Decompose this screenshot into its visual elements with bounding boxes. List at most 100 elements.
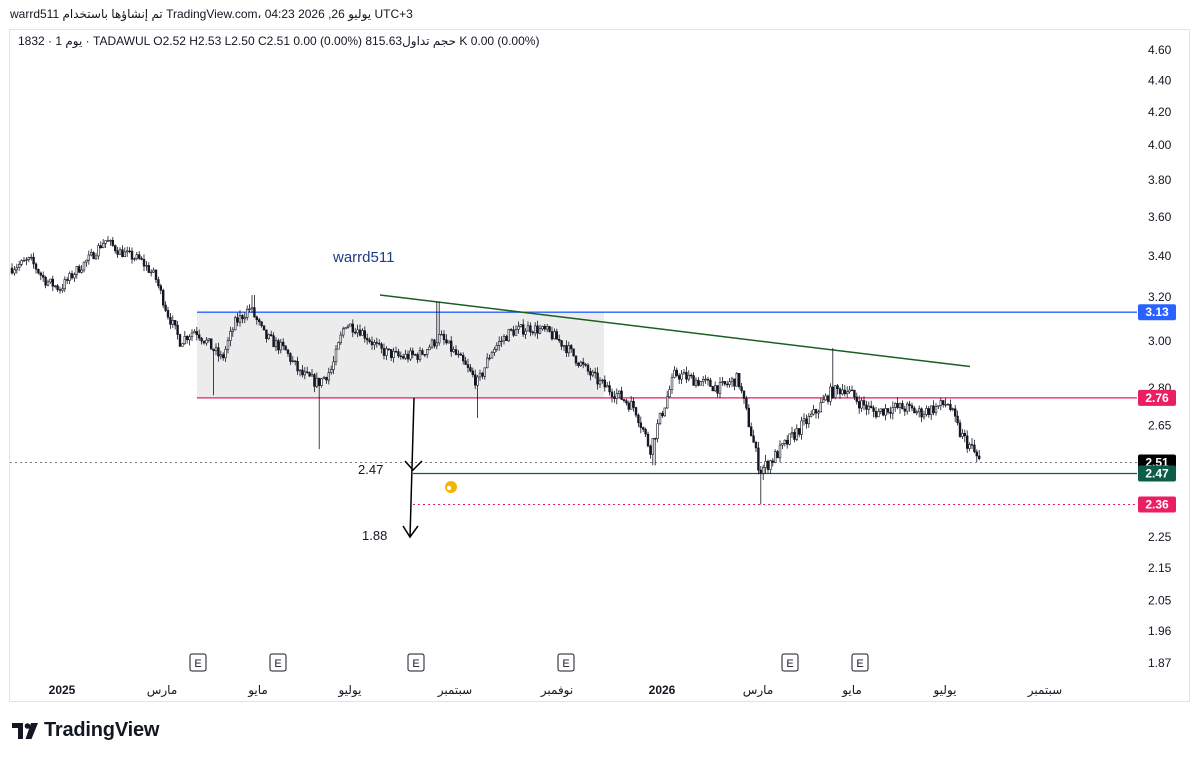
candle-body [757, 447, 760, 471]
ok-hand-icon [445, 481, 457, 493]
candle-body [778, 444, 782, 459]
price-axis[interactable]: 4.604.404.204.003.803.603.403.203.002.80… [1148, 43, 1172, 670]
time-axis[interactable]: 2025 مارس مايو يوليو سبتمبر نوفمبر 2026 مارس ماي… [49, 683, 1063, 698]
earnings-marker[interactable]: E [781, 653, 799, 672]
candle [58, 286, 62, 294]
candle [85, 259, 88, 267]
candle [495, 342, 498, 352]
candle-body [584, 363, 587, 366]
candle [891, 401, 895, 420]
price-badges: 3.132.762.512.472.36 [1138, 304, 1176, 513]
y-tick-label: 3.40 [1148, 249, 1172, 263]
earnings-marker[interactable]: E [269, 653, 287, 672]
candle-body [454, 349, 458, 355]
candle [951, 407, 955, 412]
candle-body [800, 420, 803, 435]
candle [138, 251, 141, 261]
tradingview-logo[interactable]: TradingView [12, 719, 159, 742]
earnings-marker[interactable]: E [189, 653, 207, 672]
candle [200, 336, 203, 345]
candle [831, 347, 835, 400]
earnings-marker[interactable]: E [557, 653, 575, 672]
price-badge-bg [1138, 304, 1176, 321]
candle [610, 388, 614, 403]
price-badge-2.36: 2.36 [1138, 496, 1176, 513]
candle-body [771, 460, 775, 463]
candle [699, 380, 703, 386]
candle [373, 339, 376, 350]
candle [109, 239, 112, 246]
candle [553, 328, 556, 340]
candle [922, 410, 926, 420]
candle-body [898, 403, 902, 408]
candle-body [601, 379, 604, 382]
candle [941, 400, 945, 408]
candle [701, 376, 705, 387]
earnings-marker[interactable]: E [407, 653, 425, 672]
candle-body [548, 326, 551, 332]
candle-body [593, 371, 597, 374]
candle [298, 369, 302, 377]
symbol-ohlc-legend[interactable]: 1832 · 1 يوم · TADAWUL O2.52 H2.53 L2.50… [18, 34, 540, 48]
candle-body [298, 369, 302, 372]
candle [500, 336, 503, 348]
candle-body [104, 240, 107, 244]
candle-body [704, 378, 707, 381]
candle [848, 385, 851, 394]
candle-body [824, 395, 827, 401]
candle-body [697, 379, 700, 386]
candle [562, 344, 566, 351]
candle-body [699, 381, 703, 386]
candle-body [10, 267, 14, 274]
candle [725, 380, 729, 388]
candle [90, 248, 93, 257]
candle [73, 272, 76, 283]
candle [661, 410, 664, 418]
candle-body [737, 373, 741, 387]
candle [545, 323, 549, 333]
candle [541, 325, 544, 331]
candle-body [109, 240, 112, 242]
candle-body [409, 350, 412, 360]
candle-body [205, 339, 208, 344]
candle-body [857, 401, 861, 409]
candle-body [538, 328, 542, 334]
candle [457, 350, 460, 358]
candle-body [162, 289, 165, 306]
candle-body [560, 340, 563, 347]
candle-body [891, 406, 895, 414]
candle-body [533, 325, 537, 334]
candle [968, 442, 971, 452]
candle [358, 324, 362, 337]
candle-body [265, 329, 268, 339]
target-arrow[interactable] [402, 397, 423, 539]
descending-trendline[interactable] [379, 294, 971, 368]
candle [958, 419, 962, 438]
candle [449, 336, 453, 357]
earnings-marker[interactable]: E [851, 653, 869, 672]
candle-body [917, 408, 921, 413]
candle [634, 406, 638, 418]
candle [267, 333, 270, 340]
candle [186, 335, 189, 344]
candle [401, 353, 405, 360]
candle [308, 371, 311, 377]
candle [927, 405, 931, 418]
candle [94, 252, 98, 260]
candle-body [272, 335, 275, 348]
candle-body [869, 405, 873, 409]
candle-body [142, 259, 146, 267]
candle [313, 373, 316, 393]
candle-body [961, 432, 964, 437]
candle-body [725, 383, 729, 386]
candle [317, 377, 321, 450]
candle-body [637, 414, 640, 424]
candle-body [243, 317, 246, 320]
candle [171, 315, 174, 329]
candle-body [416, 354, 419, 360]
price-badge-3.13: 3.13 [1138, 304, 1176, 321]
candle [370, 336, 374, 350]
candle-body [658, 412, 662, 424]
candle-body [190, 332, 194, 338]
